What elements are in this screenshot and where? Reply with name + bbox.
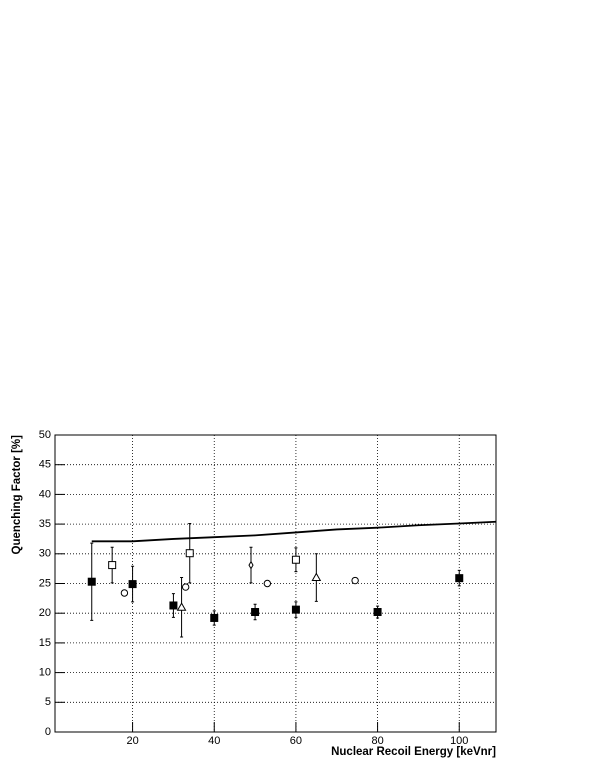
marker — [87, 577, 96, 586]
marker — [251, 608, 260, 617]
y-tick-label: 25 — [39, 577, 51, 589]
marker — [263, 579, 272, 588]
marker — [455, 574, 464, 583]
marker — [210, 613, 219, 622]
y-tick-label: 5 — [45, 696, 51, 708]
y-axis-title: Quenching Factor [%] — [11, 435, 23, 555]
y-tick-label: 45 — [39, 459, 51, 471]
y-tick-label: 15 — [39, 637, 51, 649]
x-axis-title: Nuclear Recoil Energy [keVnr] — [331, 746, 496, 758]
marker — [176, 602, 187, 611]
marker — [108, 561, 117, 570]
marker — [291, 555, 300, 564]
marker — [373, 608, 382, 617]
marker — [181, 583, 190, 591]
y-tick-label: 20 — [39, 607, 51, 619]
x-tick-label: 20 — [126, 735, 138, 747]
marker — [351, 576, 359, 585]
plot-frame — [54, 434, 497, 733]
curve — [91, 520, 497, 543]
x-tick-label: 80 — [371, 735, 383, 747]
x-tick-label: 40 — [208, 735, 220, 747]
y-tick-label: 40 — [39, 488, 51, 500]
x-tick-label: 100 — [450, 735, 468, 747]
marker — [120, 589, 129, 597]
y-tick-label: 30 — [39, 548, 51, 560]
y-tick-label: 10 — [39, 667, 51, 679]
y-tick-label: 0 — [45, 726, 51, 738]
marker — [248, 560, 254, 570]
marker — [311, 572, 322, 582]
marker — [291, 605, 300, 614]
marker — [128, 580, 137, 589]
y-tick-label: 35 — [39, 518, 51, 530]
x-tick-label: 60 — [290, 735, 302, 747]
marker — [169, 601, 178, 610]
y-tick-label: 50 — [39, 429, 51, 441]
marker — [185, 549, 194, 558]
